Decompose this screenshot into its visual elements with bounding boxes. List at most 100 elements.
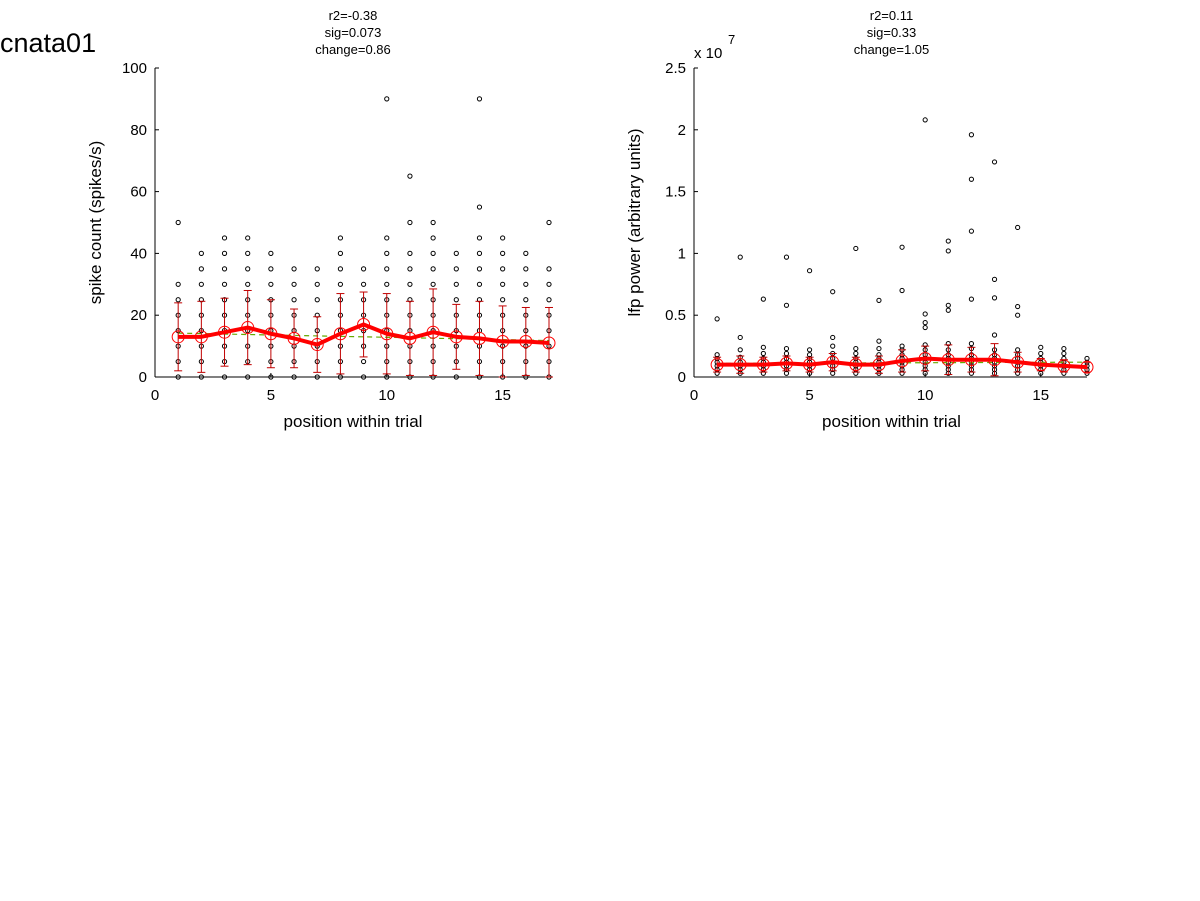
y-axis-label: lfp power (arbitrary units) <box>625 128 644 316</box>
data-point <box>546 281 552 287</box>
data-point <box>945 248 951 254</box>
data-point <box>853 345 859 352</box>
y-exponent-label: x 10 <box>694 45 722 62</box>
data-point <box>245 266 251 272</box>
mean-marker <box>496 334 510 348</box>
mean-marker <box>264 327 278 341</box>
x-axis-label: position within trial <box>284 412 423 431</box>
y-tick-label: 2.5 <box>665 60 686 77</box>
data-point <box>268 281 274 287</box>
mean-marker <box>941 353 955 367</box>
y-exponent-value: 7 <box>728 32 735 47</box>
mean-marker <box>988 353 1002 367</box>
data-point <box>407 173 413 179</box>
data-point <box>221 266 228 272</box>
mean-marker <box>171 330 185 344</box>
data-point <box>945 307 951 313</box>
data-point <box>783 350 790 357</box>
data-point <box>1015 303 1021 310</box>
data-point <box>337 281 344 287</box>
data-point <box>360 281 367 287</box>
mean-marker <box>287 331 301 345</box>
data-point <box>221 281 228 287</box>
data-point <box>384 266 390 272</box>
data-point <box>430 219 436 226</box>
data-point <box>546 219 552 226</box>
x-tick-label: 10 <box>917 387 934 404</box>
mean-marker <box>964 353 978 367</box>
data-point <box>453 266 459 272</box>
data-point <box>476 266 483 272</box>
mean-marker <box>1011 355 1025 369</box>
figure-label: cnata01 <box>0 28 97 58</box>
data-point <box>760 350 766 357</box>
data-point <box>922 117 928 123</box>
data-point <box>991 332 998 338</box>
data-point <box>360 266 367 272</box>
data-point <box>337 266 344 272</box>
data-point <box>1061 345 1067 352</box>
mean-marker <box>849 358 863 372</box>
data-point <box>523 281 529 287</box>
mean-marker <box>519 334 533 348</box>
data-point <box>360 358 367 365</box>
data-point <box>922 311 928 317</box>
mean-marker <box>333 327 347 341</box>
mean-line <box>717 356 1088 370</box>
chart-panel-spike-count: r2=-0.38 sig=0.073 change=0.86 0 5 10 15 0 20 40 6… <box>86 8 556 431</box>
data-point <box>268 374 274 380</box>
data-point <box>198 374 204 380</box>
data-point <box>968 341 975 347</box>
data-point <box>198 266 204 272</box>
mean-marker <box>918 351 932 365</box>
data-point <box>968 132 975 138</box>
data-point <box>1061 350 1067 357</box>
data-point <box>476 281 483 287</box>
data-point <box>198 281 204 287</box>
data-point <box>806 347 813 353</box>
mean-marker <box>472 331 486 345</box>
data-point <box>737 254 743 260</box>
data-point <box>546 266 552 272</box>
data-point <box>314 297 320 303</box>
data-point <box>1015 312 1021 318</box>
data-point <box>453 281 459 287</box>
data-point <box>314 266 320 272</box>
mean-marker <box>1057 359 1071 373</box>
data-point <box>783 345 790 352</box>
y-tick-label: 2 <box>678 122 686 139</box>
mean-marker <box>733 358 747 372</box>
data-point <box>760 344 766 350</box>
data-point <box>337 374 344 380</box>
mean-marker <box>449 330 463 344</box>
mean-marker <box>426 325 440 339</box>
data-point <box>291 374 297 380</box>
mean-marker <box>380 327 394 341</box>
data-point <box>500 297 506 303</box>
data-point <box>221 235 228 241</box>
x-tick-label: 15 <box>1032 387 1049 404</box>
mean-marker <box>218 325 232 339</box>
data-point <box>337 250 344 256</box>
data-point <box>384 235 390 241</box>
y-tick-label: 80 <box>130 122 147 139</box>
data-point <box>407 266 413 272</box>
y-tick-label: 0.5 <box>665 307 686 324</box>
chart-title-line: r2=0.11 <box>870 8 914 23</box>
mean-marker <box>895 354 909 368</box>
y-tick-label: 60 <box>130 184 147 201</box>
data-point <box>291 297 297 303</box>
data-point <box>876 297 882 303</box>
data-point <box>314 281 320 287</box>
data-point <box>968 228 975 234</box>
data-point <box>1015 347 1021 353</box>
data-point <box>476 250 483 256</box>
mean-marker <box>1080 360 1094 374</box>
data-point <box>830 343 836 349</box>
x-tick-label: 10 <box>378 387 395 404</box>
data-point <box>830 334 836 341</box>
data-point <box>500 281 506 287</box>
mean-marker <box>357 317 371 331</box>
data-point <box>806 268 813 274</box>
